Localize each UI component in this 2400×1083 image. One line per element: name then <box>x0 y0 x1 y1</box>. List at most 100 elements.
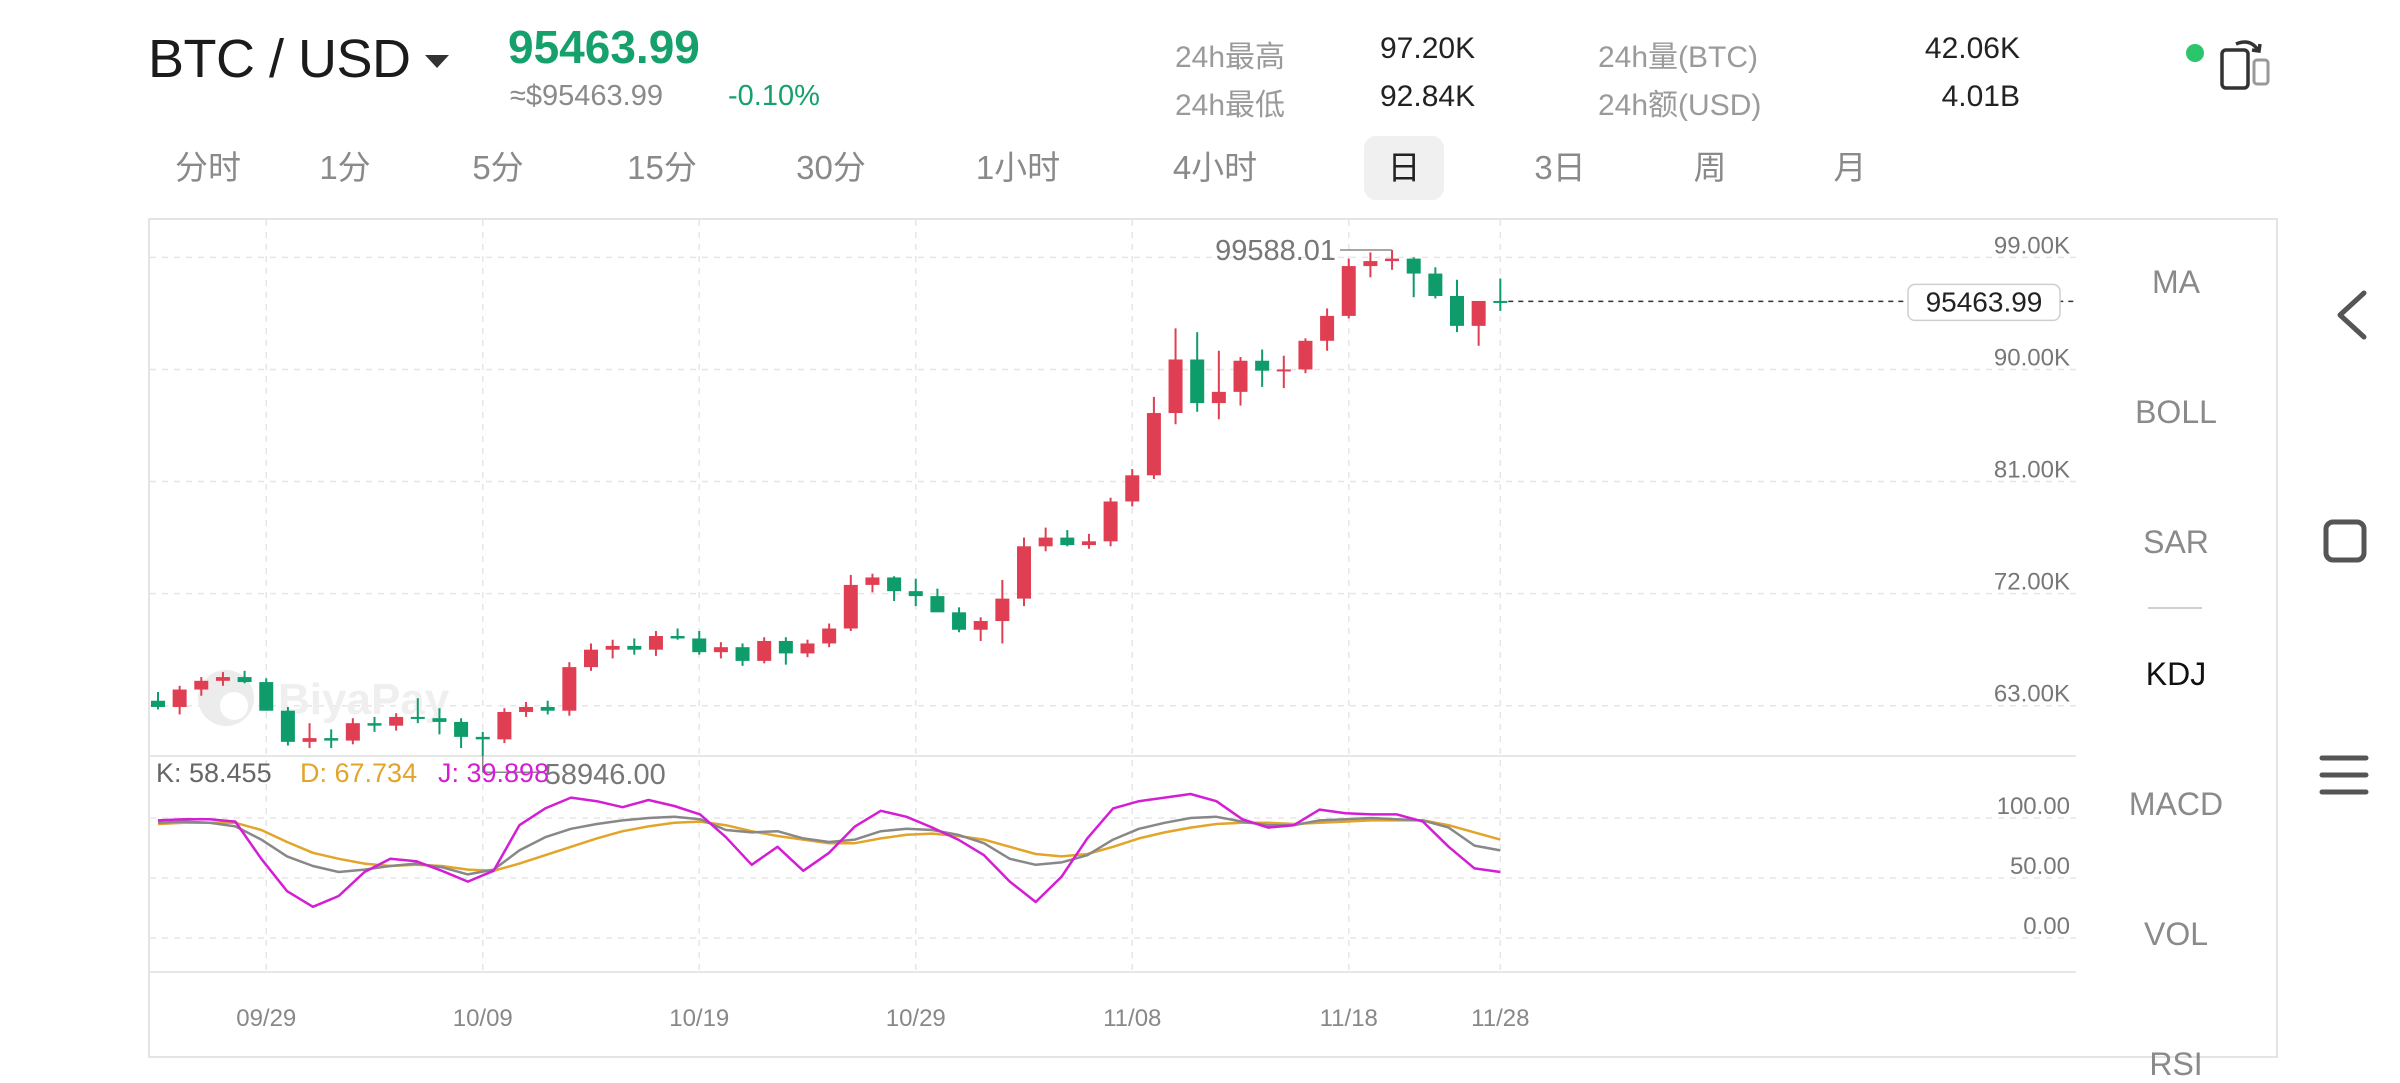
candle-body <box>1450 295 1464 326</box>
watermark-text: BiyaPay <box>278 675 450 724</box>
candle <box>389 713 404 731</box>
candle-body <box>1493 300 1508 303</box>
candle-body <box>778 640 793 654</box>
candle <box>1493 278 1508 311</box>
candle <box>215 672 230 686</box>
candle-body <box>1276 369 1291 372</box>
candle-body <box>324 738 339 741</box>
tab-day[interactable]: 日 <box>1364 136 1444 200</box>
candle-body <box>432 718 447 722</box>
candle <box>172 685 187 715</box>
candle-body <box>1406 258 1421 274</box>
tab-15min[interactable]: 15分 <box>627 149 697 186</box>
candle <box>1276 355 1291 389</box>
candle-body <box>194 680 209 690</box>
tab-1h[interactable]: 1小时 <box>975 149 1061 186</box>
high-annotation: 99588.01 <box>1215 235 1336 267</box>
stat-value-24h-amount: 4.01B <box>1941 80 2020 113</box>
candle <box>800 639 815 658</box>
candle-body <box>367 723 382 726</box>
candle <box>151 692 165 710</box>
tab-1min[interactable]: 1分 <box>319 149 371 186</box>
change-percent: -0.10% <box>728 80 820 112</box>
candle <box>627 638 642 655</box>
candle <box>778 637 793 665</box>
back-icon[interactable] <box>2330 285 2374 345</box>
candle <box>1298 338 1313 374</box>
candle-body <box>475 736 490 740</box>
stat-label-24h-low: 24h最低 <box>1175 89 1286 122</box>
trading-pair-title[interactable]: BTC / USD <box>148 29 411 89</box>
candle-body <box>1146 413 1161 476</box>
candle <box>540 700 555 715</box>
candle <box>1168 328 1183 425</box>
tab-30min[interactable]: 30分 <box>796 149 866 186</box>
stat-label-24h-volume: 24h量(BTC) <box>1598 41 1759 74</box>
candle-body <box>1168 359 1183 414</box>
candle-body <box>822 628 837 644</box>
candle <box>1103 497 1118 547</box>
candle <box>1385 250 1400 270</box>
kdj-k-line <box>157 815 1501 876</box>
tab-timeline[interactable]: 分时 <box>175 149 241 186</box>
candle-body <box>670 635 685 639</box>
connection-status-dot <box>2186 44 2204 62</box>
stat-value-24h-high: 97.20K <box>1380 32 1476 65</box>
candle-body <box>757 640 772 661</box>
price-tick-label: 99.00K <box>1994 232 2070 259</box>
candle-body <box>345 723 360 741</box>
candle <box>735 643 750 666</box>
candle <box>562 662 577 716</box>
home-square-icon[interactable] <box>2322 518 2368 564</box>
tab-week[interactable]: 周 <box>1693 149 1727 186</box>
indicator-macd[interactable]: MACD <box>2128 786 2224 822</box>
x-axis-date-label: 11/08 <box>1103 1005 1161 1032</box>
candle-body <box>1038 537 1053 547</box>
candle <box>1017 537 1031 607</box>
candle <box>1450 279 1464 333</box>
low-annotation: 58946.00 <box>545 759 666 791</box>
candle-body <box>1103 501 1118 542</box>
candle <box>1406 257 1421 298</box>
indicator-boll[interactable]: BOLL <box>2135 394 2217 430</box>
candle <box>930 588 945 613</box>
price-tick-label: 90.00K <box>1994 344 2070 371</box>
x-axis-date-label: 09/29 <box>236 1005 296 1032</box>
tab-3day[interactable]: 3日 <box>1534 149 1586 186</box>
stat-label-24h-high: 24h最高 <box>1175 41 1286 74</box>
tab-month[interactable]: 月 <box>1833 149 1867 186</box>
approx-usd-price: ≈$95463.99 <box>510 80 664 112</box>
candle <box>1125 469 1140 507</box>
candle-body <box>1363 261 1378 267</box>
candle <box>367 716 382 732</box>
stat-label-24h-amount: 24h额(USD) <box>1598 89 1762 122</box>
rotate-screen-icon[interactable] <box>2218 36 2272 92</box>
chart-frame <box>148 218 2278 1058</box>
candle-body <box>1017 546 1031 599</box>
candle-body <box>389 716 404 726</box>
candle <box>1211 350 1226 420</box>
candle <box>280 706 295 746</box>
candlestick-chart[interactable]: BiyaPay 99588.01 58946.00 95463.99 99.00K 9… <box>150 220 2076 1056</box>
candle <box>345 718 360 745</box>
recents-menu-icon[interactable] <box>2318 752 2370 798</box>
candle-body <box>1211 391 1226 404</box>
candle-body <box>151 700 165 707</box>
kdj-j-line <box>157 792 1501 909</box>
indicator-vol[interactable]: VOL <box>2143 916 2209 952</box>
x-axis-date-label: 10/09 <box>453 1005 513 1032</box>
tab-5min[interactable]: 5分 <box>472 149 524 186</box>
candle <box>822 623 837 648</box>
candle <box>973 617 988 641</box>
candle <box>1038 527 1053 552</box>
indicator-rsi[interactable]: RSI <box>2149 1046 2203 1082</box>
indicator-sar[interactable]: SAR <box>2143 524 2209 560</box>
candle <box>497 708 512 744</box>
pair-dropdown-icon[interactable] <box>425 55 449 68</box>
candle <box>432 708 447 735</box>
indicator-ma[interactable]: MA <box>2152 264 2200 300</box>
candle-body <box>519 706 534 712</box>
candle <box>908 578 923 607</box>
indicator-kdj[interactable]: KDJ <box>2145 656 2207 692</box>
tab-4h[interactable]: 4小时 <box>1172 149 1258 186</box>
